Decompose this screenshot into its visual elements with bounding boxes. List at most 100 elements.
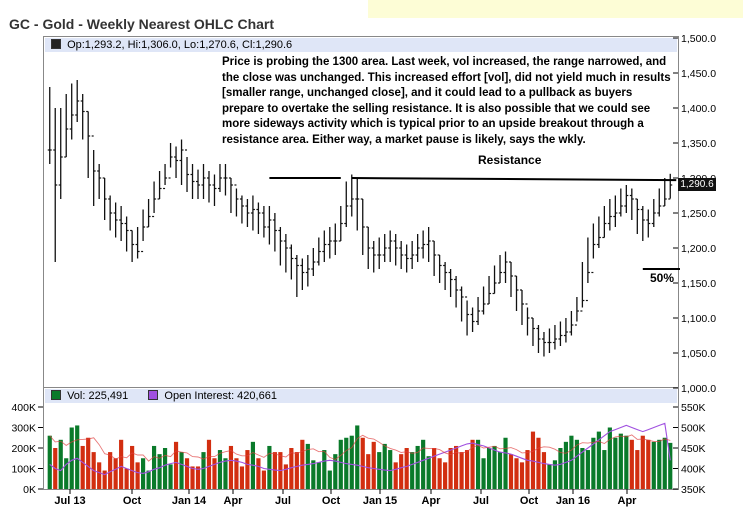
ohlc-bar bbox=[651, 199, 656, 227]
volume-bar bbox=[574, 439, 579, 489]
info-high: Hi:1,306.0 bbox=[127, 39, 178, 51]
ohlc-bar bbox=[366, 226, 371, 269]
volume-bar bbox=[552, 460, 558, 489]
ohlc-bar bbox=[541, 332, 546, 357]
volume-bar bbox=[415, 445, 420, 489]
price-tick-label: 1,250.0 bbox=[681, 208, 716, 220]
ohlc-bar bbox=[470, 307, 475, 332]
volume-bar bbox=[635, 450, 640, 489]
volume-bar bbox=[371, 441, 376, 489]
volume-bar bbox=[217, 450, 223, 489]
ohlc-bar bbox=[558, 321, 563, 346]
volume-bar bbox=[316, 462, 321, 489]
volume-bar bbox=[283, 464, 288, 489]
ohlc-bar bbox=[168, 143, 173, 179]
ohlc-bar bbox=[267, 206, 272, 245]
volume-bar bbox=[289, 448, 294, 489]
volume-bar bbox=[97, 462, 102, 489]
time-tick-label: Apr bbox=[618, 495, 638, 507]
ohlc-bar bbox=[256, 202, 261, 234]
ohlc-bar bbox=[646, 209, 651, 238]
ohlc-bar bbox=[443, 262, 448, 290]
ohlc-bar bbox=[250, 195, 255, 231]
time-tick-label: Jul bbox=[473, 495, 489, 507]
volume-bar bbox=[443, 462, 448, 489]
ohlc-bar bbox=[278, 227, 283, 266]
volume-bar bbox=[228, 445, 234, 489]
volume-bar bbox=[580, 448, 585, 489]
time-tick-label: Jul bbox=[275, 495, 291, 507]
ohlc-bar bbox=[294, 255, 299, 297]
volume-bar bbox=[305, 443, 310, 489]
ohlc-bar bbox=[514, 275, 519, 311]
ohlc-bar bbox=[404, 244, 409, 273]
ohlc-bar bbox=[283, 234, 288, 273]
volume-bar bbox=[102, 470, 107, 489]
volume-bar bbox=[135, 462, 140, 489]
ohlc-bar bbox=[261, 206, 266, 238]
ohlc-bar bbox=[91, 135, 96, 206]
ohlc-bar bbox=[223, 164, 228, 196]
ohlc-bar bbox=[476, 297, 481, 325]
volume-bar bbox=[256, 458, 261, 489]
volume-bar bbox=[519, 462, 525, 489]
ohlc-bar bbox=[415, 234, 420, 262]
volume-bar bbox=[563, 441, 569, 489]
volume-bar bbox=[151, 445, 157, 489]
volume-bar bbox=[640, 435, 645, 489]
volume-bar bbox=[47, 435, 52, 489]
ohlc-bar bbox=[459, 286, 464, 322]
volume-average-line bbox=[49, 434, 671, 462]
volume-square-icon bbox=[51, 390, 61, 400]
open-interest-square-icon bbox=[148, 390, 159, 400]
volume-bar bbox=[668, 442, 673, 489]
ohlc-bar bbox=[552, 325, 557, 350]
volume-bar bbox=[503, 437, 508, 489]
volume-bar bbox=[530, 431, 536, 489]
volume-tick-label: 100K bbox=[11, 464, 36, 476]
volume-bar bbox=[426, 456, 431, 489]
volume-bar bbox=[514, 458, 519, 489]
ohlc-bar bbox=[344, 181, 349, 227]
volume-bar bbox=[629, 439, 634, 489]
volume-bar bbox=[58, 439, 63, 489]
ohlc-bar bbox=[668, 173, 673, 200]
volume-bar bbox=[662, 437, 667, 489]
volume-bar bbox=[157, 454, 162, 489]
price-tick-label: 1,150.0 bbox=[681, 278, 716, 290]
volume-bar bbox=[437, 458, 442, 489]
resistance-label: Resistance bbox=[478, 153, 542, 167]
volume-bar bbox=[558, 448, 563, 489]
ohlc-bar bbox=[454, 276, 459, 308]
volume-bar bbox=[591, 437, 596, 489]
ohlc-bar bbox=[393, 234, 398, 266]
ohlc-bar bbox=[157, 171, 162, 200]
volume-bar bbox=[173, 441, 179, 489]
ohlc-bar bbox=[662, 178, 667, 207]
ohlc-bar bbox=[338, 206, 343, 242]
volume-bar bbox=[322, 450, 327, 489]
ohlc-bar bbox=[179, 139, 184, 185]
ohlc-bar bbox=[349, 174, 354, 217]
volume-bar bbox=[459, 452, 464, 489]
volume-bar bbox=[497, 452, 503, 489]
ohlc-bar bbox=[228, 177, 233, 213]
ohlc-bar bbox=[86, 110, 91, 178]
ohlc-bar bbox=[580, 262, 585, 312]
volume-bar bbox=[360, 437, 365, 489]
volume-info-bar: Vol: 225,491 Open Interest: 420,661 bbox=[45, 389, 677, 403]
volume-bar bbox=[239, 466, 245, 489]
volume-bar bbox=[327, 470, 332, 489]
volume-bar bbox=[525, 450, 530, 489]
ohlc-bar bbox=[635, 198, 640, 234]
ohlc-bar bbox=[316, 237, 321, 266]
ohlc-bar bbox=[591, 223, 596, 274]
price-tick-label: 1,450.0 bbox=[681, 68, 716, 80]
info-volume: Vol: 225,491 bbox=[67, 390, 129, 402]
ohlc-bar bbox=[163, 164, 168, 190]
volume-bar bbox=[596, 431, 601, 489]
ohlc-bar bbox=[234, 184, 239, 217]
ohlc-bar bbox=[53, 108, 58, 262]
time-tick-label: Jan 14 bbox=[172, 495, 207, 507]
volume-bar bbox=[212, 458, 217, 489]
